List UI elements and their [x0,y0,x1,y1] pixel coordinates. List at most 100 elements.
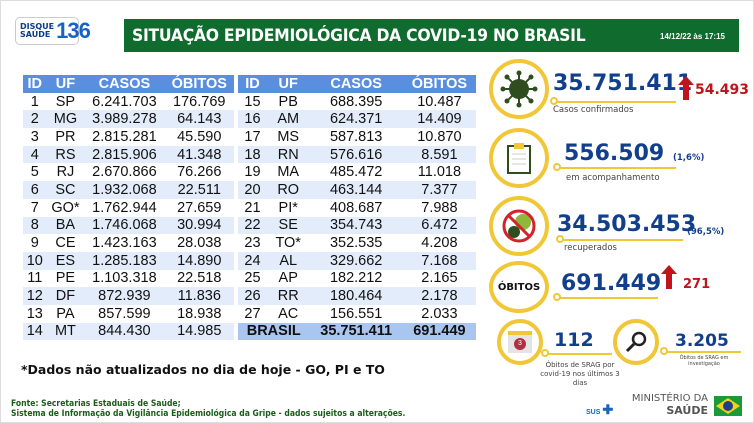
table-cell: 7.988 [421,199,458,216]
table-row: 26 RR 180.464 2.178 [238,287,476,305]
confirmed-increase: 54.493 [695,82,750,98]
monitoring-value: 556.509 [564,141,665,166]
table-cell: 182.212 [329,270,383,287]
states-table-left: ID UF CASOS ÓBITOS 1 SP 6.241.703 176.769 2 MG 3.9… [23,75,234,341]
srag-3days-value: 112 [554,329,594,351]
table-cell: 352.535 [329,235,383,252]
confirmed-label: Casos confirmados [553,105,634,115]
table-cell: 688.395 [329,93,383,110]
table-cell: 26 [238,287,267,305]
table-row: 10 ES 1.285.183 14.890 [23,251,234,270]
brazil-flag-icon [714,396,742,416]
table-cell: 19 [244,164,261,181]
srag-3days-label: Óbitos de SRAG por covid-19 nos últimos … [540,361,620,387]
column-header: ID [238,75,267,93]
table-row: 18 RN 576.616 8.591 [238,145,476,164]
table-cell: PI* [278,199,298,216]
table-cell: 7 [30,199,39,216]
table-cell: 2.165 [421,270,458,287]
total-row: BRASIL 35.751.411 691.449 [238,322,476,341]
table-cell: 27.659 [177,199,222,216]
table-cell: BA [46,216,85,235]
srag-investigation-value: 3.205 [675,331,729,351]
table-cell: 10.487 [417,93,462,110]
table-cell: 156.551 [329,305,383,322]
footnote: *Dados não atualizados no dia de hoje - … [21,362,385,377]
magnifier-icon-circle[interactable] [613,319,659,365]
calendar-number: 3 [514,338,526,350]
table-cell: 7.168 [402,251,476,270]
table-row: 9 CE 1.423.163 28.038 [23,234,234,252]
table-cell: 11 [27,270,43,287]
table-cell: RO [266,181,310,199]
table-row: 20 RO 463.144 7.377 [238,181,476,199]
table-cell: 16 [238,110,267,129]
table-cell: 329.662 [309,251,403,270]
table-cell: 2.815.281 [92,128,157,145]
table-row: 4 RS 2.815.906 41.348 [23,145,234,164]
table-row: 7 GO* 1.762.944 27.659 [23,199,234,217]
table-cell: 2.178 [402,287,476,305]
ministry-line1: MINISTÉRIO DA [631,393,708,404]
table-cell: 18 [238,145,267,164]
table-cell: 1.762.944 [92,199,157,216]
column-header: CASOS [84,75,165,93]
sus-text: SUS [586,409,601,416]
table-cell: 576.616 [309,145,403,164]
table-cell: 14 [23,322,47,341]
ministry-logo: MINISTÉRIO DA SAÚDE [626,393,708,417]
table-cell: 176.769 [173,93,226,110]
total-label: BRASIL [238,322,310,341]
table-row: 22 SE 354.743 6.472 [238,216,476,235]
table-cell: 8.591 [402,145,476,164]
table-cell: TO* [275,235,301,252]
table-row: 25 AP 182.212 2.165 [238,270,476,288]
table-cell: 14.409 [402,110,476,129]
table-cell: AL [266,251,310,270]
deaths-increase: 271 [683,277,711,292]
virus-icon-circle [489,59,549,119]
table-row: 19 MA 485.472 11.018 [238,163,476,181]
page-title: SITUAÇÃO EPIDEMIOLÓGICA DA COVID-19 NO B… [132,25,586,46]
logo-line1: DISQUE [20,22,55,31]
table-cell: 2.670.866 [92,164,157,181]
column-header: ÓBITOS [164,75,234,93]
table-cell: 12 [23,287,47,305]
table-cell: 180.464 [309,287,403,305]
table-cell: 45.590 [177,128,222,145]
monitoring-percent: (1,6%) [673,153,705,163]
table-row: 12 DF 872.939 11.836 [23,287,234,305]
table-row: 13 PA 857.599 18.938 [23,305,234,323]
table-cell: 408.687 [329,199,383,216]
table-cell: 10.870 [417,128,462,145]
no-virus-icon-circle [489,196,549,256]
table-cell: 10 [23,251,47,270]
column-header: ÓBITOS [402,75,476,93]
table-cell: 18.938 [177,305,222,322]
table-cell: 22.518 [177,270,222,287]
datetime: 14/12/22 às 17:15 [660,32,725,41]
table-cell: ES [46,251,85,270]
srag-investigation-label: Óbitos de SRAG em investigação [679,355,729,367]
sus-logo: SUS ✚ [586,402,614,417]
table-row: 6 SC 1.932.068 22.511 [23,181,234,199]
table-cell: 21 [244,199,261,216]
table-cell: 27 [244,305,261,322]
arrow-up-icon [661,265,677,289]
table-row: 3 PR 2.815.281 45.590 [23,128,234,146]
table-cell: 14.890 [164,251,234,270]
table-row: 5 RJ 2.670.866 76.266 [23,163,234,181]
table-cell: 463.144 [309,181,403,199]
table-cell: PB [278,93,298,110]
confirmed-value: 35.751.411 [553,71,693,96]
table-cell: 22.511 [164,181,234,199]
table-cell: SE [266,216,310,235]
table-cell: 30.994 [164,216,234,235]
states-table-right: ID UF CASOS ÓBITOS 15 PB 688.395 10.487 16 AM 624.… [238,75,476,341]
table-cell: AP [278,270,298,287]
table-cell: MG [46,110,85,129]
table-cell: DF [46,287,85,305]
table-cell: 11.018 [417,164,462,181]
table-cell: 2.033 [421,305,458,322]
table-cell: 587.813 [329,128,383,145]
